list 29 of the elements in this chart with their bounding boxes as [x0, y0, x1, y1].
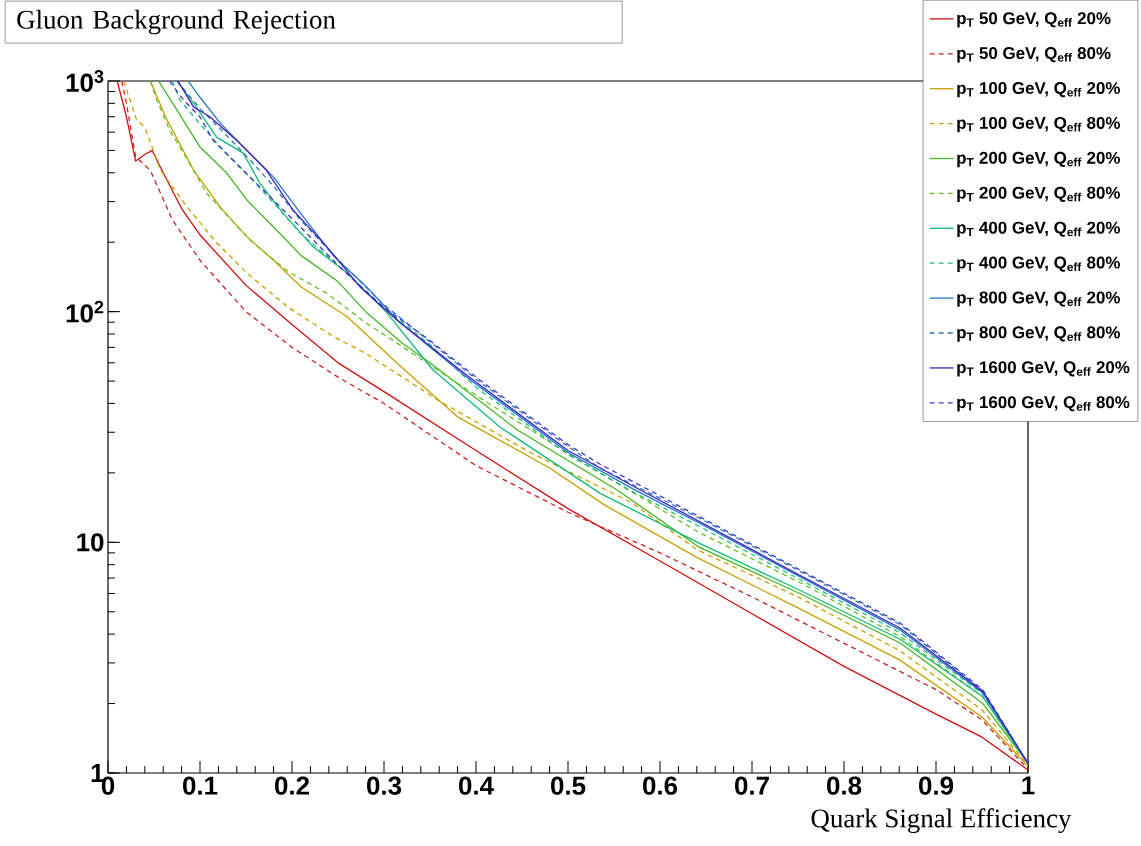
x-tick-label: 0.4: [459, 776, 494, 795]
legend-label: p$_{T}$ 100 GeV, Q$_{eff}$ 80%: [957, 116, 1120, 133]
legend-label: p$_{T}$ 400 GeV, Q$_{eff}$ 80%: [957, 256, 1120, 272]
x-tick-label: 0.3: [367, 776, 402, 795]
y-tick-label: 10$^{2}$: [66, 300, 104, 323]
legend-label: p$_{T}$ 400 GeV, Q$_{eff}$ 20%: [957, 221, 1120, 237]
y-tick-label: 10: [77, 533, 104, 552]
legend-label: p$_{T}$ 100 GeV, Q$_{eff}$ 20%: [957, 82, 1120, 98]
legend-label: p$_{T}$ 50 GeV, Q$_{eff}$ 80%: [957, 47, 1111, 63]
x-tick-label: 0.9: [919, 776, 954, 795]
x-axis-title: Quark Signal Efficiency: [811, 808, 1072, 834]
y-tick-label: 10$^{3}$: [66, 70, 104, 92]
y-tick-label: 1: [91, 764, 104, 782]
x-tick-label: 0.8: [827, 776, 862, 795]
x-tick-label: 0.7: [735, 776, 769, 795]
legend-label: p$_{T}$ 800 GeV, Q$_{eff}$ 20%: [957, 291, 1120, 307]
legend-label: p$_{T}$ 50 GeV, Q$_{eff}$ 20%: [957, 12, 1111, 28]
chart-title: Gluon Background Rejection: [17, 9, 336, 35]
x-tick-label: 0.5: [551, 776, 586, 795]
legend-label: p$_{T}$ 1600 GeV, Q$_{eff}$ 20%: [957, 361, 1130, 377]
legend-label: p$_{T}$ 800 GeV, Q$_{eff}$ 80%: [957, 326, 1120, 342]
legend-label: p$_{T}$ 200 GeV, Q$_{eff}$ 20%: [957, 151, 1120, 168]
x-tick-label: 0.2: [275, 776, 309, 795]
legend-label: p$_{T}$ 1600 GeV, Q$_{eff}$ 80%: [957, 396, 1130, 412]
x-tick-label: 0.1: [183, 776, 218, 795]
legend-label: p$_{T}$ 200 GeV, Q$_{eff}$ 80%: [957, 186, 1120, 203]
x-tick-label: 0.6: [643, 776, 678, 795]
x-tick-label: 0: [101, 776, 115, 795]
x-tick-label: 1: [1022, 776, 1035, 795]
